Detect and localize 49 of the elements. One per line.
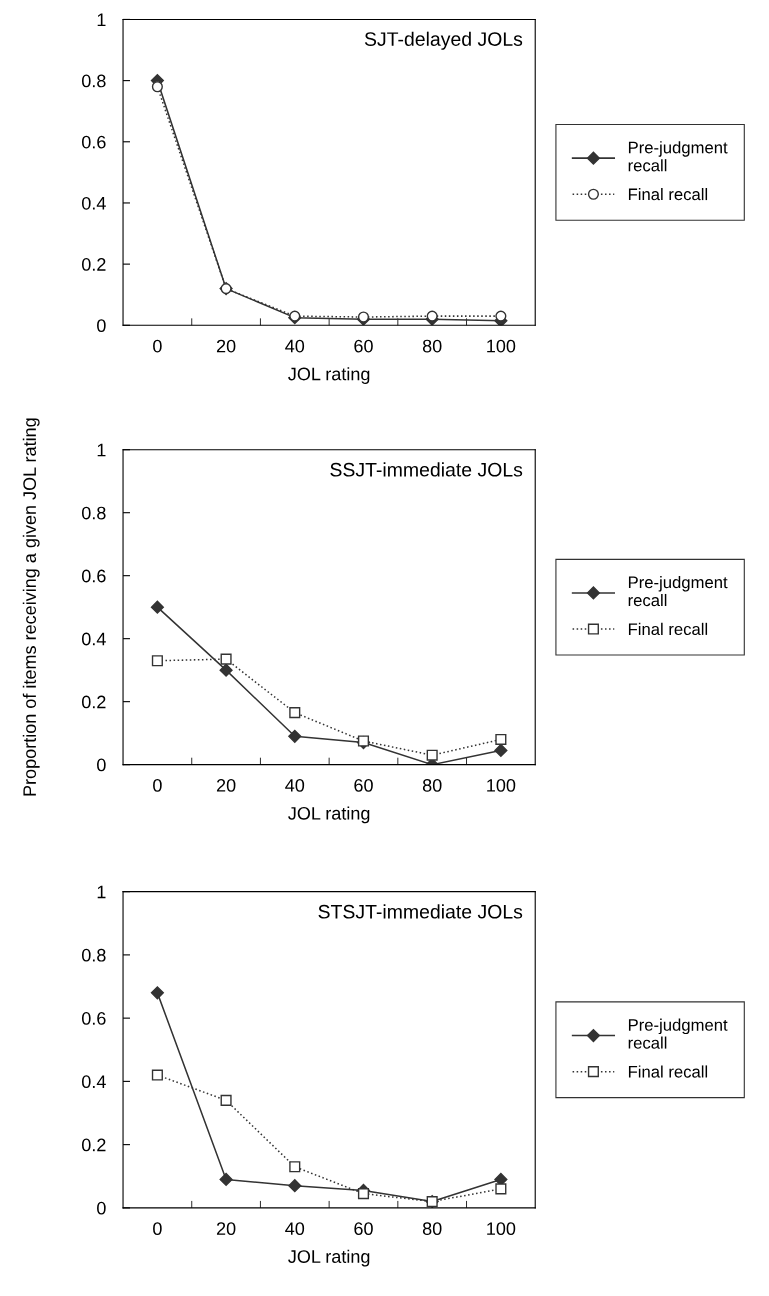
y-tick-label: 0 [97, 758, 106, 772]
x-tick-label: 80 [422, 1222, 442, 1236]
y-tick-label: 0.8 [81, 506, 106, 520]
x-tick-label: 100 [487, 339, 516, 353]
y-tick-label: 0 [97, 1201, 106, 1215]
y-tick-label: 0.4 [81, 196, 106, 210]
x-tick-label: 100 [487, 1222, 516, 1236]
y-tick-label: 0.2 [81, 258, 106, 271]
y-tick-label: 1 [97, 443, 106, 457]
x-tick-label: 20 [216, 339, 236, 353]
y-tick-label: 0.6 [81, 135, 106, 149]
x-tick-label: 60 [354, 1222, 373, 1236]
x-tick-label: 80 [422, 339, 442, 353]
x-axis-title: JOL rating [288, 806, 370, 824]
legend-label: Pre-judgment recall [628, 576, 728, 607]
x-tick-label: 100 [487, 779, 516, 792]
x-tick-label: 60 [354, 339, 373, 353]
x-axis-title: JOL rating [288, 367, 370, 384]
y-tick-label: 1 [97, 885, 106, 899]
x-tick-label: 40 [285, 1222, 305, 1236]
y-axis-title: Proportion of items receiving a given JOL rating [22, 418, 40, 796]
legend-label: Pre-judgment recall [628, 1018, 728, 1049]
legend-label: Final recall [628, 622, 708, 636]
x-tick-label: 0 [153, 1222, 162, 1236]
y-tick-label: 0.8 [81, 74, 106, 88]
x-tick-label: 40 [285, 339, 305, 353]
y-tick-label: 0.6 [81, 569, 106, 583]
text: STSJT-immediate JOLs [318, 904, 523, 919]
legend-label: Pre-judgment recall [628, 141, 728, 172]
y-tick-label: 0.8 [81, 948, 106, 962]
y-tick-label: 0.2 [81, 695, 106, 709]
y-tick-label: 0 [97, 319, 106, 333]
x-tick-label: 20 [216, 779, 236, 792]
y-tick-label: 0.4 [81, 1075, 106, 1089]
legend-label: Final recall [628, 188, 708, 201]
y-tick-label: 1 [97, 13, 106, 26]
x-tick-label: 40 [285, 779, 305, 792]
y-tick-label: 0.2 [81, 1138, 106, 1152]
x-tick-label: 60 [354, 779, 373, 792]
text: SSJT-immediate JOLs [330, 462, 523, 477]
text: SJT-delayed JOLs [364, 31, 523, 50]
y-tick-label: 0.6 [81, 1012, 106, 1025]
x-tick-label: 80 [422, 779, 442, 792]
x-tick-label: 0 [153, 779, 162, 792]
x-axis-title: JOL rating [288, 1249, 370, 1267]
y-tick-label: 0.4 [81, 632, 106, 646]
legend-label: Final recall [628, 1065, 708, 1078]
x-tick-label: 0 [153, 339, 162, 353]
x-tick-label: 20 [216, 1222, 236, 1236]
